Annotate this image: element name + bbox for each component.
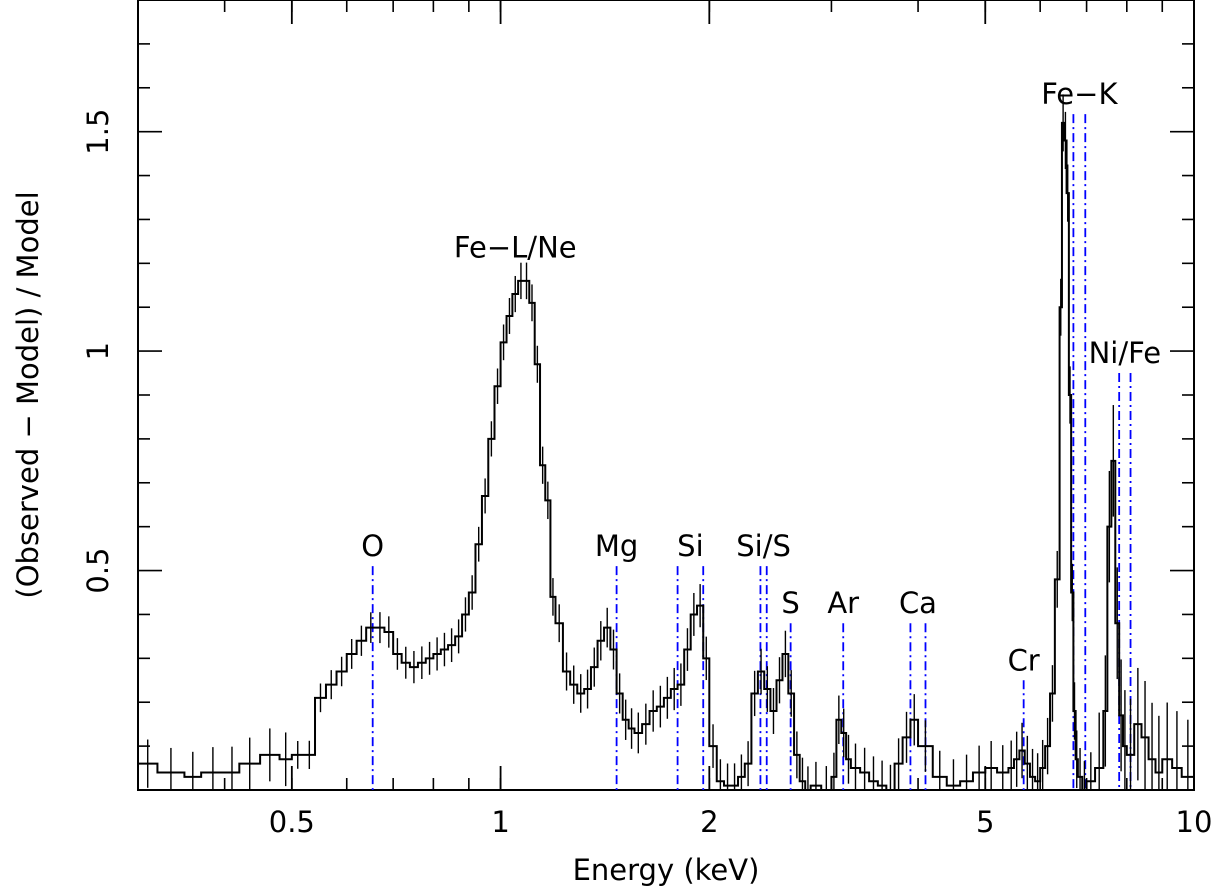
line-label: Fe−K <box>1041 77 1118 111</box>
line-labels: O Fe−L/Ne Mg Si Si/S S Ar Ca Cr Fe−K Ni/Fe <box>361 77 1161 677</box>
y-axis-title: (Observed − Model) / Model <box>11 191 45 598</box>
x-tick-label: 0.5 <box>269 805 315 839</box>
line-label: Si/S <box>736 529 791 563</box>
line-label: Ar <box>827 586 859 620</box>
y-tick-label: 1.5 <box>81 109 115 155</box>
line-label: O <box>361 529 384 563</box>
line-label: Fe−L/Ne <box>454 231 577 265</box>
x-tick-label: 2 <box>700 805 718 839</box>
x-tick-label: 1 <box>491 805 509 839</box>
line-label: S <box>781 586 799 620</box>
line-label: Si <box>677 529 703 563</box>
spectrum-step-line <box>138 121 1195 791</box>
axis-ticks: 0.5 1 2 5 10 0.5 1 1.5 <box>81 0 1212 839</box>
x-axis-title: Energy (keV) <box>573 853 760 887</box>
line-label: Cr <box>1008 643 1040 677</box>
y-tick-label: 0.5 <box>81 547 115 593</box>
y-tick-label: 1 <box>81 342 115 360</box>
x-tick-label: 10 <box>1176 805 1213 839</box>
data-series <box>138 94 1195 791</box>
line-label: Ni/Fe <box>1089 336 1161 370</box>
line-markers <box>371 114 1132 790</box>
line-label: Ca <box>899 586 937 620</box>
line-label: Mg <box>595 529 638 563</box>
x-tick-label: 5 <box>976 805 994 839</box>
